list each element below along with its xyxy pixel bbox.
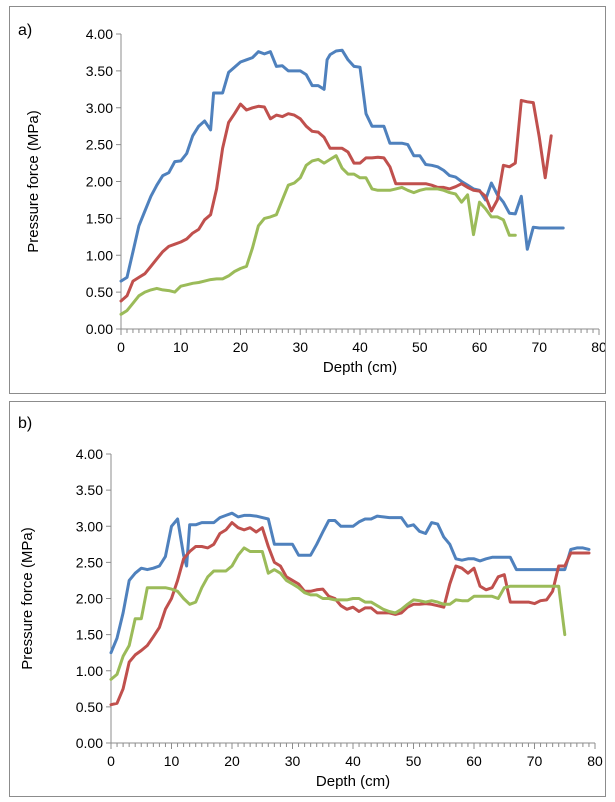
x-tick-label: 50 bbox=[412, 339, 428, 355]
x-tick-label: 70 bbox=[531, 339, 547, 355]
y-tick-label: 3.00 bbox=[86, 100, 113, 116]
y-tick-label: 4.00 bbox=[86, 26, 113, 42]
series-line-3 bbox=[119, 154, 517, 316]
chart-b-svg: b) 0.00 0.50 1.00 1.50 2.00 2.50 3.00 3.50 4.00 0 1… bbox=[18, 415, 603, 790]
x-tick-label: 0 bbox=[107, 753, 115, 769]
panel-label: a) bbox=[18, 22, 32, 39]
x-tick-label: 40 bbox=[352, 339, 368, 355]
y-tick-label: 1.00 bbox=[86, 247, 113, 263]
series-line-1 bbox=[109, 511, 591, 655]
y-tick-label: 1.50 bbox=[86, 210, 113, 226]
x-tick-label: 20 bbox=[233, 339, 249, 355]
x-tick-label: 30 bbox=[292, 339, 308, 355]
x-tick-label: 0 bbox=[117, 339, 125, 355]
y-tick-label: 3.50 bbox=[76, 482, 103, 498]
y-tick-label: 1.00 bbox=[76, 663, 103, 679]
y-tick-label: 2.50 bbox=[86, 137, 113, 153]
y-tick-label: 0.00 bbox=[86, 321, 113, 337]
x-tick-label: 80 bbox=[587, 753, 603, 769]
y-tick-label: 3.50 bbox=[86, 63, 113, 79]
x-tick-label: 10 bbox=[164, 753, 180, 769]
y-tick-label: 4.00 bbox=[76, 446, 103, 462]
y-axis-title: Pressure force (MPa) bbox=[25, 110, 42, 253]
x-tick-label: 40 bbox=[345, 753, 361, 769]
x-axis-title: Depth (cm) bbox=[323, 359, 397, 376]
y-tick-label: 2.00 bbox=[86, 174, 113, 190]
y-tick-label: 2.50 bbox=[76, 554, 103, 570]
y-tick-label: 0.50 bbox=[76, 699, 103, 715]
x-tick-label: 30 bbox=[285, 753, 301, 769]
y-tick-label: 0.00 bbox=[76, 735, 103, 751]
chart-panel-a: a) 0.00 0.50 1.00 1.50 2.00 2.50 3.00 3.50 4.00 0 1… bbox=[9, 6, 606, 394]
y-axis-title: Pressure force (MPa) bbox=[19, 527, 36, 670]
chart-a-svg: a) 0.00 0.50 1.00 1.50 2.00 2.50 3.00 3.50 4.00 0 1… bbox=[18, 22, 605, 376]
chart-panel-b: b) 0.00 0.50 1.00 1.50 2.00 2.50 3.00 3.50 4.00 0 1… bbox=[9, 401, 606, 797]
x-tick-label: 20 bbox=[224, 753, 240, 769]
y-tick-label: 2.00 bbox=[76, 591, 103, 607]
x-axis-title: Depth (cm) bbox=[316, 773, 390, 790]
y-tick-label: 1.50 bbox=[76, 627, 103, 643]
series-line-2 bbox=[109, 521, 591, 707]
x-tick-label: 60 bbox=[466, 753, 482, 769]
x-tick-label: 10 bbox=[173, 339, 189, 355]
x-tick-label: 70 bbox=[527, 753, 543, 769]
series-line-2 bbox=[119, 98, 553, 303]
series-line-3 bbox=[109, 546, 567, 681]
x-tick-label: 50 bbox=[406, 753, 422, 769]
x-tick-label: 80 bbox=[591, 339, 605, 355]
y-tick-label: 3.00 bbox=[76, 518, 103, 534]
panel-label: b) bbox=[18, 415, 32, 432]
x-tick-label: 60 bbox=[472, 339, 488, 355]
y-tick-label: 0.50 bbox=[86, 284, 113, 300]
